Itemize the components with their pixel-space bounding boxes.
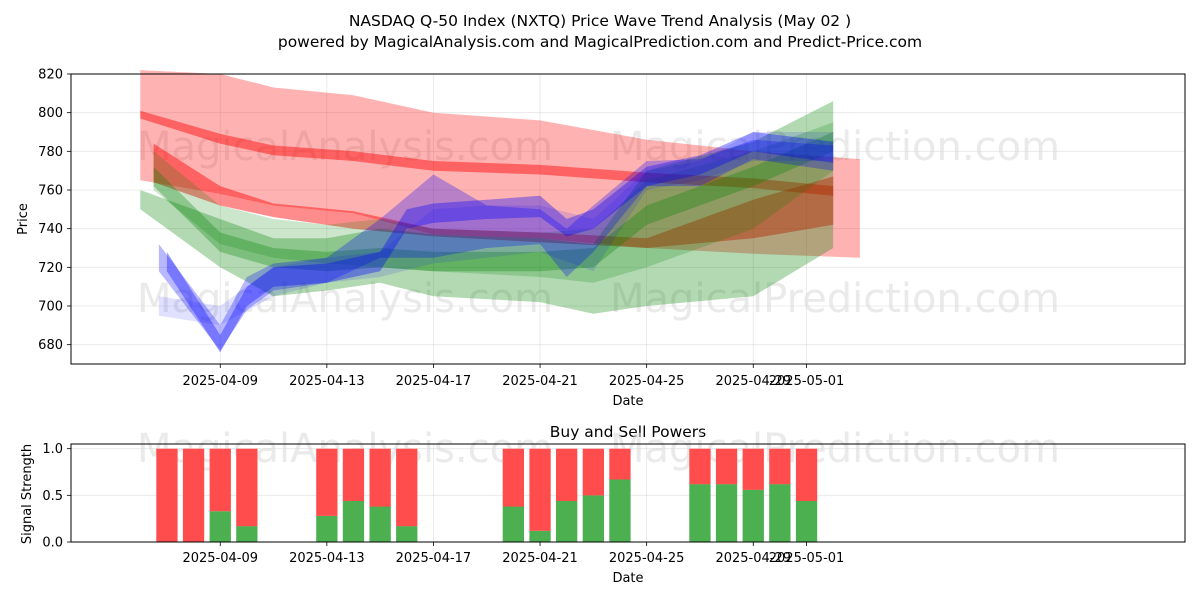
price-y-tick-label: 820: [38, 68, 63, 83]
signal-bars: [156, 448, 818, 542]
sell-bar: [156, 448, 178, 542]
price-band-blue-dip: [158, 139, 834, 351]
buy-bar: [556, 500, 578, 542]
signal-y-tick-label: 0.0: [42, 536, 63, 551]
watermark-analysis-top: MagicalAnalysis.com: [137, 124, 553, 170]
price-y-axis-label: Price: [16, 203, 31, 235]
price-y-tick-label: 800: [38, 106, 63, 121]
price-plot-background: [71, 74, 1185, 364]
buy-bar: [502, 506, 524, 542]
price-y-tick-label: 700: [38, 300, 63, 315]
price-x-axis-label: Date: [612, 394, 643, 409]
price-x-tick-label: 2025-04-17: [396, 374, 472, 389]
signal-x-tick-label: 2025-04-25: [609, 551, 685, 566]
sell-bar: [742, 448, 764, 490]
price-x-tick-label: 2025-04-29: [715, 374, 791, 389]
sell-bar: [609, 448, 631, 480]
buy-bar: [742, 489, 764, 542]
sell-bar: [182, 448, 205, 542]
buy-bar: [342, 500, 365, 542]
buy-bar: [209, 511, 231, 542]
sell-bar: [502, 448, 524, 507]
sell-bar: [369, 448, 391, 507]
signal-x-axis: 2025-04-09 2025-04-13 2025-04-17 2025-04-21…: [182, 542, 844, 566]
sell-bar: [715, 448, 738, 485]
sell-bar: [342, 448, 365, 501]
watermark-analysis-mid: MagicalAnalysis.com: [137, 276, 553, 322]
signal-y-axis: 0.0 0.5 1.0: [42, 442, 71, 551]
price-band-red-lower-line: [153, 143, 834, 248]
price-x-tick-label: 2025-05-01: [769, 374, 845, 389]
sell-bar: [795, 448, 818, 501]
sell-bar: [769, 448, 791, 485]
buy-bar: [316, 515, 338, 542]
buy-bar: [769, 484, 791, 542]
sell-bar: [689, 448, 711, 485]
buy-bar: [396, 526, 418, 542]
price-y-tick-label: 760: [38, 184, 63, 199]
chart-title: NASDAQ Q-50 Index (NXTQ) Price Wave Tren…: [349, 12, 851, 30]
price-band-green-wide: [140, 101, 834, 314]
signal-panel: Buy and Sell Powers MagicalAnalysis.com …: [20, 423, 1186, 586]
sell-bar: [556, 448, 578, 501]
price-x-tick-label: 2025-04-21: [502, 374, 578, 389]
buy-bar: [795, 500, 818, 542]
signal-x-tick-label: 2025-04-13: [289, 551, 365, 566]
price-plot-frame: [70, 73, 1186, 365]
watermark-prediction-top: MagicalPrediction.com: [610, 124, 1060, 170]
sell-bar: [209, 448, 231, 512]
signal-x-tick-label: 2025-04-29: [715, 551, 791, 566]
sell-bar: [529, 448, 551, 531]
signal-y-tick-label: 0.5: [42, 489, 63, 504]
buy-bar: [369, 506, 391, 542]
price-band-green-mid: [153, 122, 834, 283]
price-bands: [140, 70, 860, 353]
price-band-blue-wide: [158, 132, 834, 326]
signal-chart-title: Buy and Sell Powers: [550, 423, 707, 441]
buy-bar: [715, 484, 738, 542]
price-y-tick-label: 720: [38, 261, 63, 276]
buy-bar: [689, 484, 711, 542]
sell-bar: [236, 448, 258, 527]
price-watermarks: MagicalAnalysis.com MagicalPrediction.co…: [137, 124, 1060, 322]
watermark-prediction-mid: MagicalPrediction.com: [610, 276, 1060, 322]
sell-bar: [582, 448, 604, 496]
price-x-tick-label: 2025-04-25: [609, 374, 685, 389]
buy-bar: [236, 526, 258, 542]
signal-x-tick-label: 2025-04-21: [502, 551, 578, 566]
signal-y-axis-label: Signal Strength: [20, 444, 35, 544]
price-band-red-upper-line: [140, 110, 834, 196]
signal-x-tick-label: 2025-04-17: [396, 551, 472, 566]
price-x-axis: 2025-04-09 2025-04-13 2025-04-17 2025-04-21…: [182, 364, 844, 389]
signal-plot-frame: [70, 443, 1186, 543]
price-y-tick-label: 780: [38, 145, 63, 160]
price-band-red-wide: [140, 70, 860, 258]
buy-bar: [609, 479, 631, 542]
price-y-tick-label: 740: [38, 222, 63, 237]
signal-x-tick-label: 2025-04-09: [182, 551, 258, 566]
price-panel: MagicalAnalysis.com MagicalPrediction.co…: [16, 68, 1186, 409]
buy-bar: [529, 530, 551, 542]
buy-bar: [582, 495, 604, 542]
signal-y-tick-label: 1.0: [42, 442, 63, 457]
watermark-prediction-bottom: MagicalPrediction.com: [610, 426, 1060, 472]
chart-subtitle: powered by MagicalAnalysis.com and Magic…: [278, 33, 922, 51]
price-y-axis: 680 700 720 740 760 780 800 820: [38, 68, 71, 353]
sell-bar: [316, 448, 338, 516]
sell-bar: [396, 448, 418, 527]
price-x-tick-label: 2025-04-13: [289, 374, 365, 389]
price-x-tick-label: 2025-04-09: [182, 374, 258, 389]
signal-x-axis-label: Date: [612, 571, 643, 586]
price-y-tick-label: 680: [38, 338, 63, 353]
signal-x-tick-label: 2025-05-01: [769, 551, 845, 566]
price-band-green-line: [153, 132, 834, 272]
